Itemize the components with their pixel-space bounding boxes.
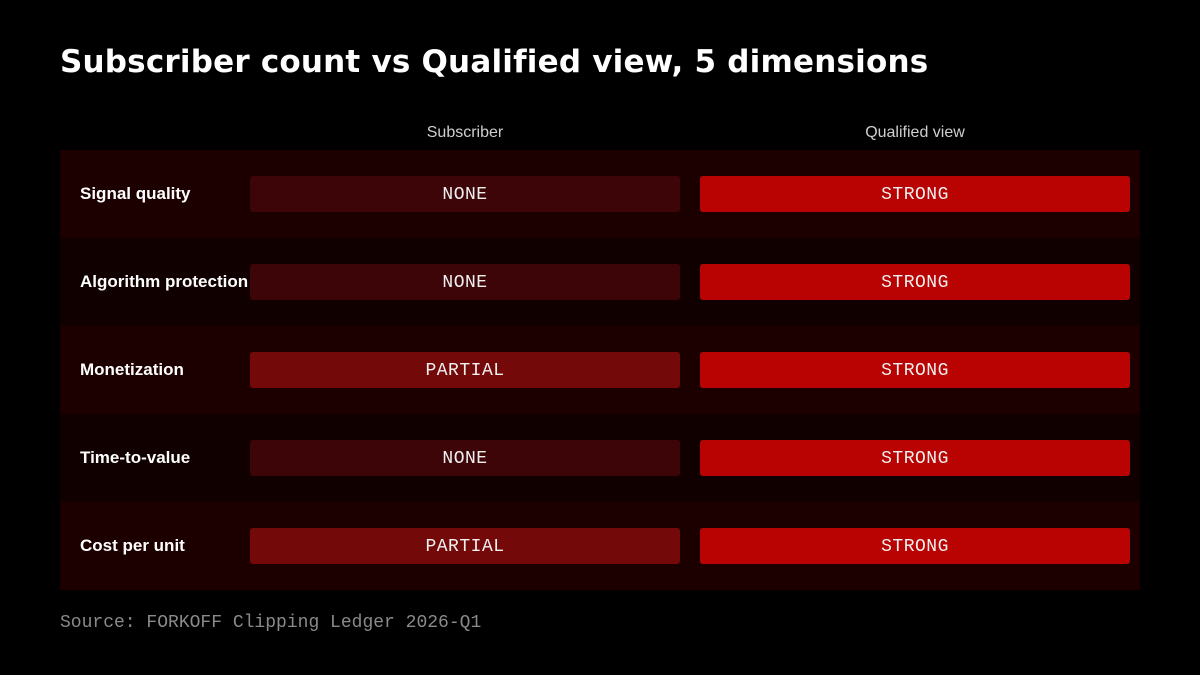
cell-subscriber: NONE bbox=[250, 440, 680, 476]
cell-subscriber: PARTIAL bbox=[250, 352, 680, 388]
table-row: Time-to-value NONE STRONG bbox=[60, 414, 1140, 502]
cell-subscriber: NONE bbox=[250, 264, 680, 300]
table-row: Monetization PARTIAL STRONG bbox=[60, 326, 1140, 414]
row-label: Monetization bbox=[80, 360, 184, 379]
cell-qualified-view: STRONG bbox=[700, 176, 1130, 212]
cell-subscriber: PARTIAL bbox=[250, 528, 680, 564]
column-header-subscriber: Subscriber bbox=[426, 124, 504, 141]
cell-qualified-view: STRONG bbox=[700, 264, 1130, 300]
cell-subscriber: NONE bbox=[250, 176, 680, 212]
row-label: Signal quality bbox=[80, 184, 191, 203]
row-label: Algorithm protection bbox=[80, 272, 249, 291]
cell-qualified-view: STRONG bbox=[700, 528, 1130, 564]
cell-qualified-view: STRONG bbox=[700, 352, 1130, 388]
comparison-table: Signal quality NONE STRONG Algorithm pro… bbox=[60, 150, 1140, 590]
table-row: Cost per unit PARTIAL STRONG bbox=[60, 502, 1140, 590]
table-row: Signal quality NONE STRONG bbox=[60, 150, 1140, 238]
chart-title: Subscriber count vs Qualified view, 5 di… bbox=[60, 44, 929, 80]
source-note: Source: FORKOFF Clipping Ledger 2026-Q1 bbox=[60, 613, 482, 633]
column-header-qualified-view: Qualified view bbox=[865, 124, 965, 141]
table-row: Algorithm protection NONE STRONG bbox=[60, 238, 1140, 326]
row-label: Time-to-value bbox=[80, 448, 191, 467]
row-label: Cost per unit bbox=[80, 536, 185, 555]
cell-qualified-view: STRONG bbox=[700, 440, 1130, 476]
